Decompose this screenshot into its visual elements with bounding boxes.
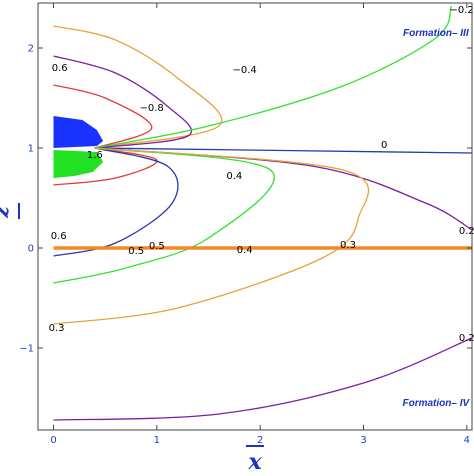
x-tick-label-3: 3 — [360, 435, 366, 446]
contour-label-12: 0.3 — [340, 240, 356, 251]
contour-label-8: 0.6 — [51, 231, 67, 242]
plot-frame — [37, 2, 473, 431]
contour-label-4: 1.6 — [87, 150, 103, 161]
x-axis-title: x — [247, 449, 262, 475]
x-tick-label-4: 4 — [464, 435, 470, 446]
contour-label-1: 0.6 — [52, 63, 68, 74]
contour-line-4 — [94, 147, 473, 154]
x-tick-label-0: 0 — [50, 435, 56, 446]
y-tick-label-3: 2 — [28, 44, 34, 55]
x-tick-label-2: 2 — [257, 435, 263, 446]
contour-line-10 — [53, 337, 473, 421]
contour-label-7: 0.2 — [459, 226, 474, 237]
shaded-region-0 — [53, 116, 104, 148]
contour-label-9: 0.5 — [149, 241, 165, 252]
contour-line-0 — [53, 25, 223, 149]
shaded-region-1 — [53, 150, 104, 178]
y-tick-label-2: 1 — [28, 144, 34, 155]
contour-label-6: 0.4 — [226, 171, 242, 182]
contour-line-2 — [53, 84, 153, 149]
y-tick-label-1: 0 — [28, 244, 34, 255]
contour-label-10: 0.5 — [128, 246, 144, 257]
contour-label-2: −0.4 — [233, 65, 257, 76]
contour-line-3 — [94, 5, 452, 149]
axes: 0 1 2 3 4 −1 0 1 2 — [19, 2, 473, 446]
contour-label-3: −0.8 — [140, 103, 164, 114]
contour-label-14: 0.2 — [459, 333, 474, 344]
contour-line-6 — [53, 147, 158, 186]
contour-line-8 — [53, 147, 275, 284]
contour-line-9 — [53, 147, 370, 325]
contour-label-13: 0.3 — [49, 323, 65, 334]
region-label-1: Formation– IV — [402, 398, 470, 409]
region-label-0: Formation– III — [403, 28, 469, 39]
contour-line-1 — [53, 55, 193, 149]
plot-area: −0.2 0.6 −0.4 −0.8 1.6 0 0.4 0.2 0.6 0.5 0.5 0.4 0.3… — [49, 5, 474, 421]
y-tick-label-0: −1 — [19, 344, 34, 355]
contour-label-0: −0.2 — [450, 5, 474, 16]
contour-label-11: 0.4 — [237, 245, 253, 256]
contour-label-5: 0 — [381, 140, 387, 151]
x-tick-label-1: 1 — [154, 435, 160, 446]
y-axis-title: z — [0, 206, 13, 219]
